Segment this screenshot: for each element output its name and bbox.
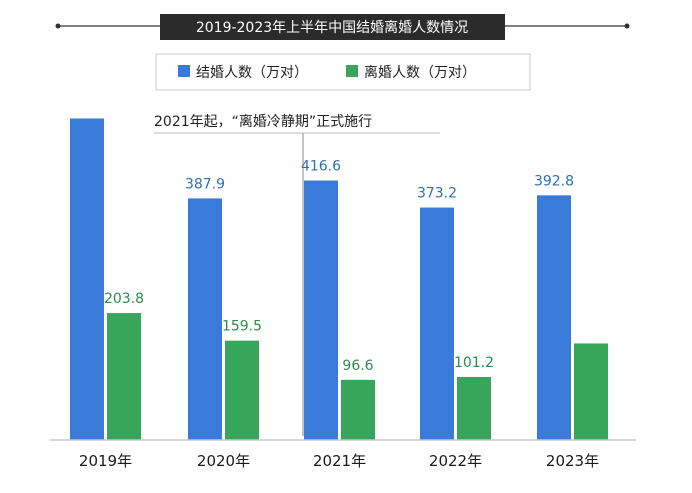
legend-border xyxy=(155,53,531,91)
value-label-divorce-3: 101.2 xyxy=(454,355,494,371)
title-background xyxy=(160,14,505,40)
bar-marriage-0 xyxy=(70,118,104,440)
value-label-marriage-4: 392.8 xyxy=(534,173,574,189)
x-tick-label-3: 2022年 xyxy=(429,452,482,470)
bars-group xyxy=(70,118,608,441)
legend-swatch-marriage xyxy=(178,65,190,77)
chart-title: 2019-2023年上半年中国结婚离婚人数情况 xyxy=(196,19,468,36)
value-label-marriage-3: 373.2 xyxy=(417,186,457,202)
bar-divorce-4 xyxy=(574,343,608,440)
bar-marriage-2 xyxy=(304,180,338,441)
x-tick-label-0: 2019年 xyxy=(79,452,132,470)
x-tick-label-4: 2023年 xyxy=(546,452,599,470)
value-label-divorce-2: 96.6 xyxy=(342,358,373,374)
x-tick-label-2: 2021年 xyxy=(313,452,366,470)
bar-marriage-4 xyxy=(537,195,571,440)
value-label-marriage-1: 387.9 xyxy=(185,176,225,192)
title-rule-dot-right xyxy=(624,23,630,29)
value-label-divorce-1: 159.5 xyxy=(222,319,262,335)
x-tick-label-1: 2020年 xyxy=(197,452,250,470)
title-rule-dot-left xyxy=(55,23,61,29)
annotation-text: 2021年起，“离婚冷静期”正式施行 xyxy=(154,113,372,130)
bar-marriage-3 xyxy=(420,207,454,440)
value-label-marriage-2: 416.6 xyxy=(301,159,341,175)
value-labels-group: 203.8 387.9 159.5 416.6 96.6 373.2 101.2 392.8 xyxy=(104,159,574,374)
value-label-divorce-0: 203.8 xyxy=(104,291,144,307)
bar-divorce-0 xyxy=(107,313,141,440)
bar-divorce-3 xyxy=(457,376,491,440)
bar-marriage-1 xyxy=(188,198,222,440)
legend-swatch-divorce xyxy=(346,65,358,77)
legend-label-divorce: 离婚人数（万对） xyxy=(364,64,476,81)
tick-labels-group: 2019年 2020年 2021年 2022年 2023年 xyxy=(79,452,599,470)
legend-label-marriage: 结婚人数（万对） xyxy=(196,65,308,81)
bar-divorce-2 xyxy=(341,379,375,440)
bar-divorce-1 xyxy=(225,340,259,440)
